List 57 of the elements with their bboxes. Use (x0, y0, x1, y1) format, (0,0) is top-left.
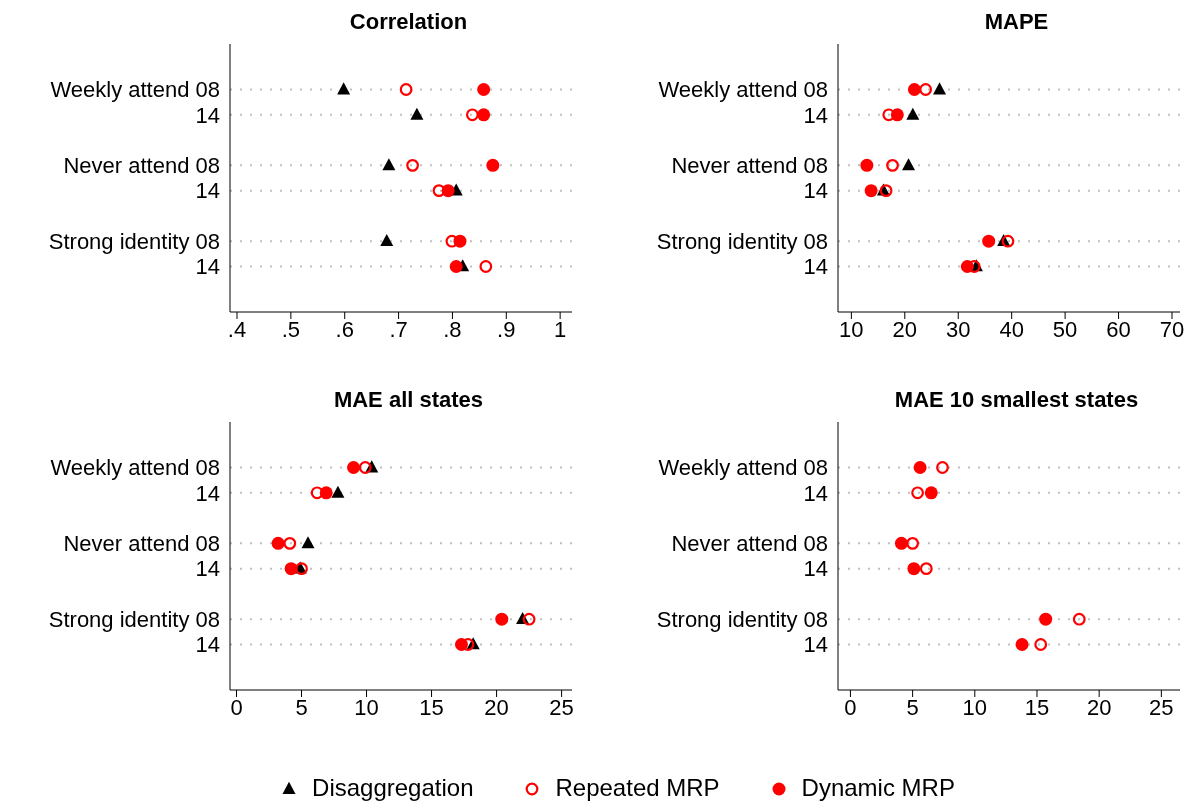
y-tick-label: Strong identity 08 (48, 607, 220, 633)
y-tick-label: Weekly attend 08 (658, 455, 828, 481)
y-tick-label: 14 (803, 556, 828, 582)
chart-title: MAE 10 smallest states (893, 386, 1140, 414)
y-tick-label: 14 (195, 178, 220, 204)
x-tick-label: 0 (844, 694, 857, 720)
y-tick-label: Never attend 08 (671, 153, 828, 179)
y-tick-label: 14 (195, 556, 220, 582)
y-tick-label: Never attend 08 (671, 531, 828, 557)
y-tick-label: 14 (803, 178, 828, 204)
y-tick-label: 14 (803, 254, 828, 280)
x-tick-label: 1 (554, 316, 567, 342)
x-tick-label: .9 (497, 316, 516, 342)
x-tick-label: .8 (443, 316, 462, 342)
y-tick-label: 14 (195, 632, 220, 658)
x-tick-label: 30 (945, 316, 971, 342)
y-tick-label: 14 (803, 480, 828, 506)
x-tick-label: 20 (1086, 694, 1112, 720)
x-tick-label: 15 (1024, 694, 1050, 720)
y-tick-label: 14 (803, 102, 828, 128)
legend-label: Disaggregation (312, 774, 474, 802)
x-tick-label: 20 (484, 694, 509, 720)
y-tick-label: Never attend 08 (63, 531, 220, 557)
x-tick-label: 10 (962, 694, 988, 720)
x-tick-label: 70 (1159, 316, 1185, 342)
y-tick-label: Never attend 08 (63, 153, 220, 179)
x-tick-label: .7 (389, 316, 408, 342)
y-tick-label: 14 (195, 102, 220, 128)
x-tick-label: 5 (906, 694, 919, 720)
y-tick-label: Weekly attend 08 (50, 77, 220, 103)
y-tick-label: Weekly attend 08 (50, 455, 220, 481)
y-tick-label: 14 (803, 632, 828, 658)
legend-label: Repeated MRP (555, 774, 720, 802)
y-tick-label: 14 (195, 480, 220, 506)
x-tick-label: 15 (419, 694, 444, 720)
x-tick-label: 10 (354, 694, 379, 720)
x-tick-label: 50 (1052, 316, 1078, 342)
x-tick-label: 5 (295, 694, 308, 720)
y-tick-label: 14 (195, 254, 220, 280)
x-tick-label: 10 (839, 316, 864, 342)
x-tick-label: .4 (227, 316, 247, 342)
y-tick-label: Strong identity 08 (48, 229, 220, 255)
y-tick-label: Weekly attend 08 (658, 77, 828, 103)
chart-title: MAPE (983, 8, 1050, 36)
chart-title: MAE all states (332, 386, 485, 414)
x-tick-label: 0 (230, 694, 243, 720)
x-tick-label: 40 (999, 316, 1024, 342)
x-tick-label: 25 (1149, 694, 1174, 720)
y-tick-label: Strong identity 08 (656, 229, 828, 255)
x-tick-label: .5 (281, 316, 301, 342)
chart-title: Correlation (348, 8, 469, 36)
x-tick-label: 60 (1106, 316, 1131, 342)
legend-label: Dynamic MRP (801, 774, 955, 802)
x-tick-label: 20 (892, 316, 918, 342)
y-tick-label: Strong identity 08 (656, 607, 828, 633)
x-tick-label: 25 (549, 694, 574, 720)
x-tick-label: .6 (335, 316, 354, 342)
